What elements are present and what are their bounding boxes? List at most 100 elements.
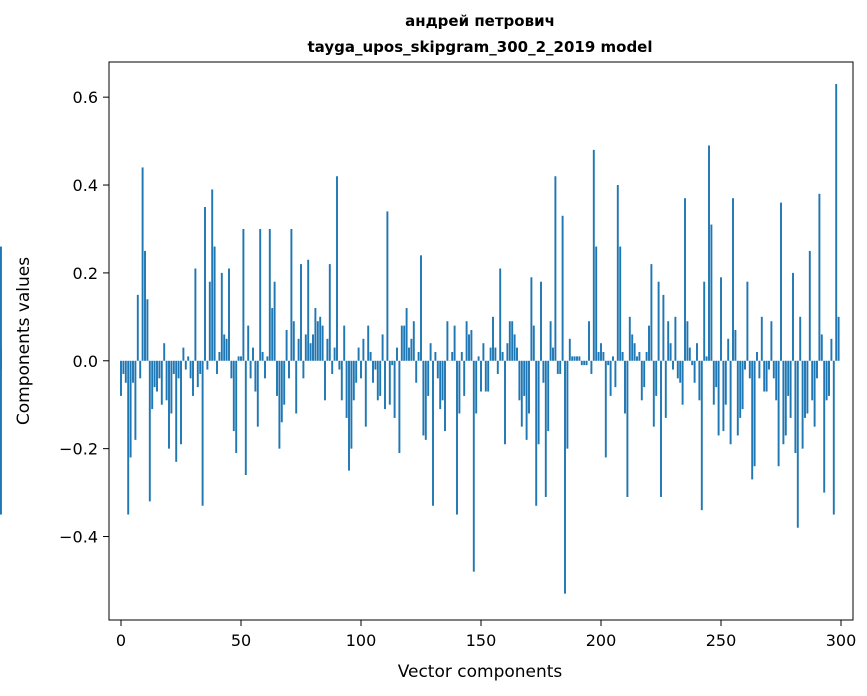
bar <box>470 330 473 361</box>
bar <box>592 149 595 361</box>
bar <box>225 338 228 361</box>
bar <box>770 321 773 361</box>
bar <box>823 360 826 493</box>
bar <box>398 360 401 454</box>
bar <box>811 360 814 401</box>
bar <box>436 360 439 379</box>
bar <box>0 246 2 361</box>
bar <box>825 360 828 401</box>
bar <box>607 360 610 366</box>
bar <box>199 360 202 374</box>
bar <box>669 343 672 361</box>
bar <box>456 360 458 515</box>
bar <box>626 360 629 497</box>
bar <box>828 360 830 396</box>
bar <box>384 360 386 410</box>
bar <box>211 189 214 361</box>
bar <box>504 360 506 445</box>
bar <box>247 325 250 361</box>
bar <box>230 360 233 379</box>
bar <box>364 360 367 427</box>
bar <box>768 360 770 370</box>
bar <box>136 294 139 361</box>
bar <box>696 343 698 361</box>
bar <box>432 360 434 506</box>
bar <box>228 268 230 361</box>
bar <box>616 185 619 361</box>
bar <box>168 360 170 449</box>
bar <box>525 360 528 440</box>
bar <box>439 360 442 410</box>
bar <box>192 360 194 396</box>
bar <box>806 360 809 414</box>
bar <box>547 360 550 432</box>
bar <box>134 360 137 440</box>
bar <box>604 360 607 458</box>
bar <box>0 347 2 361</box>
bar <box>458 360 461 414</box>
bar <box>506 343 509 361</box>
bar <box>340 360 343 401</box>
bar <box>201 360 204 506</box>
bar <box>489 347 492 361</box>
bar <box>830 338 833 361</box>
bar <box>273 281 276 361</box>
bar <box>244 360 247 476</box>
y-tick-label: −0.2 <box>59 440 98 459</box>
bar <box>367 325 370 361</box>
bar <box>571 356 574 361</box>
x-tick-label: 250 <box>706 631 737 650</box>
bar <box>415 360 418 383</box>
bar <box>564 360 566 594</box>
x-axis-label: Vector components <box>398 662 563 682</box>
bar <box>544 360 547 497</box>
bar <box>496 360 499 374</box>
bar <box>559 360 562 374</box>
bar <box>141 167 144 361</box>
bar <box>252 347 254 361</box>
bar <box>600 343 602 361</box>
bar <box>746 281 749 361</box>
bar <box>513 334 516 361</box>
bar <box>381 334 384 361</box>
x-tick-label: 50 <box>231 631 251 650</box>
bar <box>312 334 314 361</box>
bar <box>691 360 694 366</box>
bar <box>446 321 449 361</box>
bar <box>722 360 725 432</box>
bar <box>348 360 350 471</box>
bar <box>360 360 362 379</box>
bar <box>434 351 437 361</box>
bar <box>650 264 653 361</box>
bar <box>576 356 578 361</box>
bar <box>256 360 259 427</box>
bar <box>679 360 682 383</box>
bar <box>324 360 326 401</box>
bar <box>609 360 612 396</box>
bar <box>405 308 408 361</box>
bar <box>732 198 734 361</box>
bar <box>705 356 708 361</box>
bar <box>739 360 742 418</box>
bar <box>676 360 679 379</box>
bar <box>336 176 338 361</box>
bar <box>583 360 586 366</box>
bar <box>643 360 646 388</box>
bar <box>460 351 463 361</box>
bar <box>633 343 636 361</box>
bar <box>307 259 310 361</box>
bar <box>288 360 290 379</box>
bar <box>535 360 538 506</box>
bar <box>638 351 641 361</box>
bar <box>484 360 487 392</box>
bar <box>208 281 211 361</box>
bar <box>482 343 485 361</box>
bar <box>487 360 490 392</box>
bar <box>451 351 454 361</box>
x-tick-label: 150 <box>466 631 497 650</box>
bar <box>794 360 797 454</box>
bar <box>290 228 293 361</box>
bar <box>693 360 696 383</box>
bar <box>400 325 403 361</box>
